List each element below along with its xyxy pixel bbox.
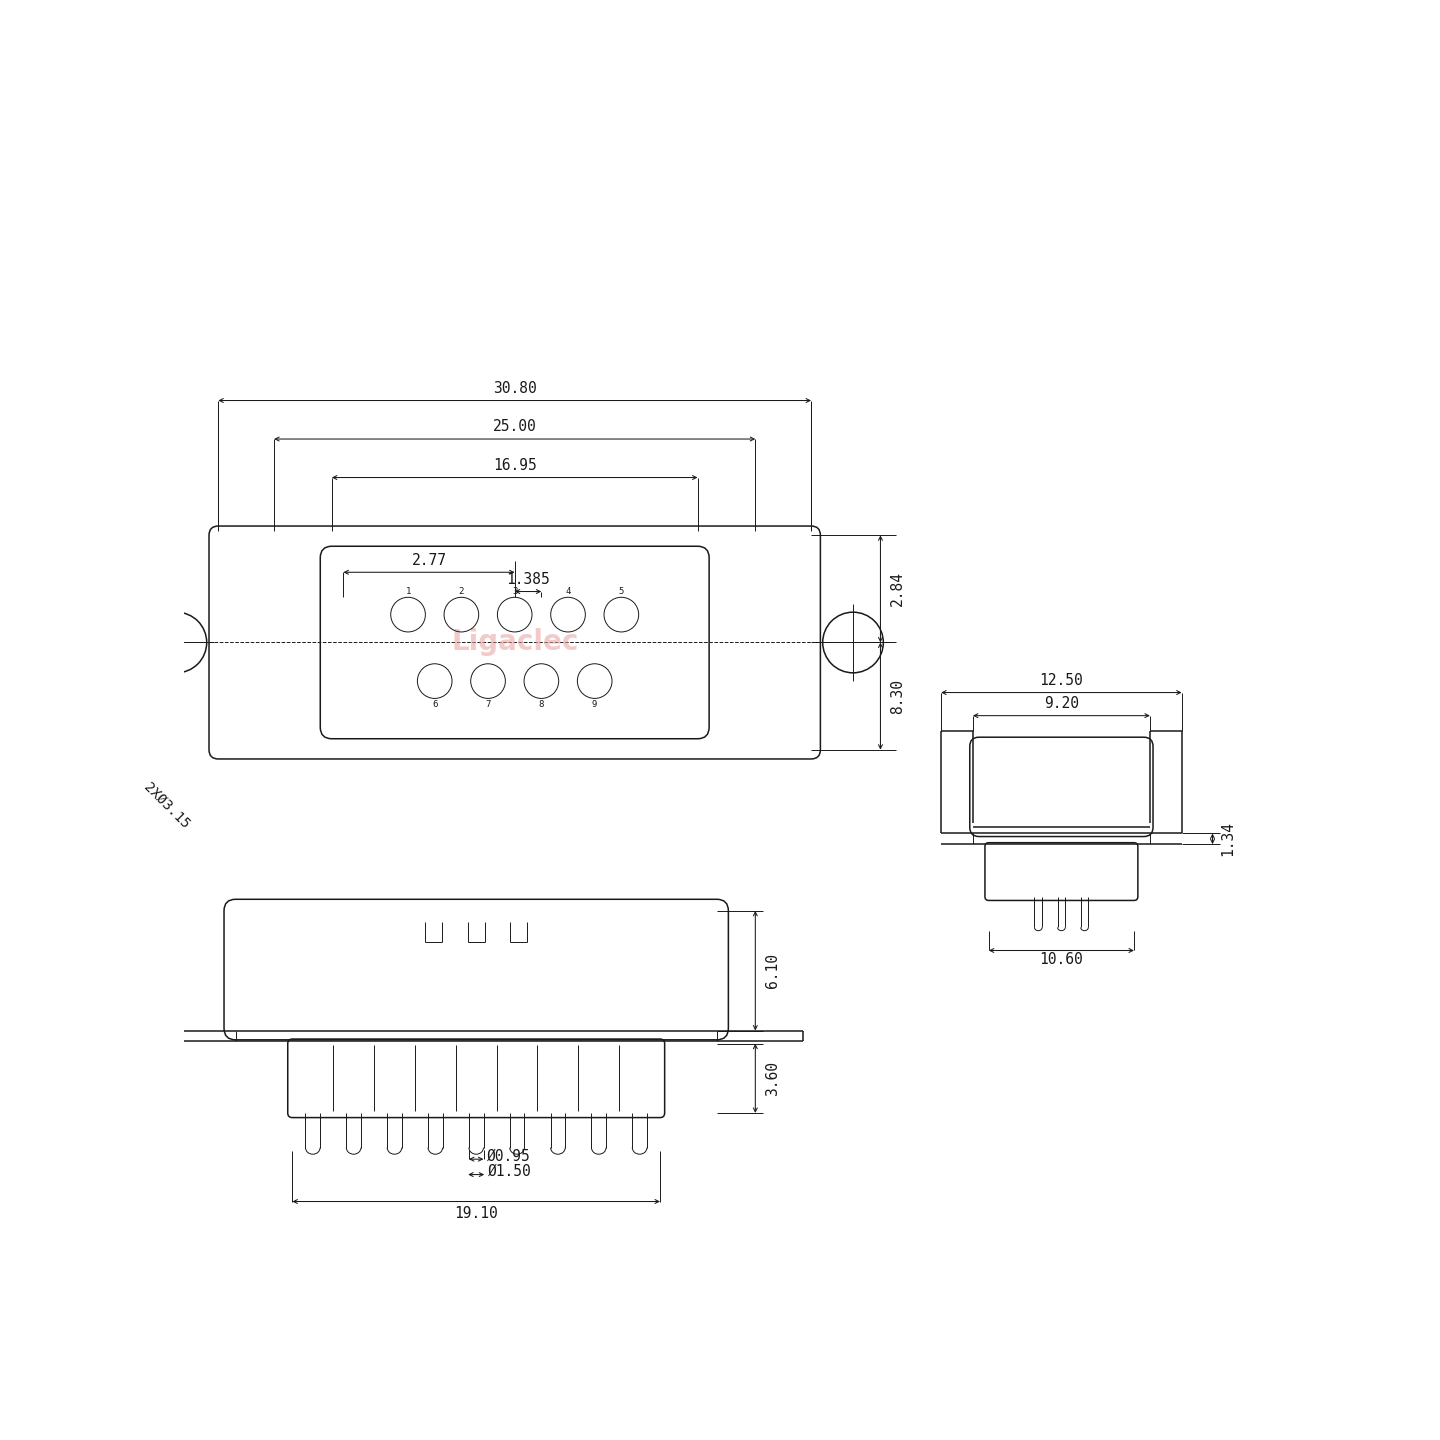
Text: 2.77: 2.77 xyxy=(412,553,446,567)
Text: 19.10: 19.10 xyxy=(455,1205,498,1221)
Text: 1: 1 xyxy=(406,588,410,596)
Text: 6.10: 6.10 xyxy=(765,953,779,988)
Text: 1.385: 1.385 xyxy=(505,572,550,588)
Text: 8: 8 xyxy=(539,700,544,708)
Text: 3: 3 xyxy=(513,588,517,596)
Text: 8.30: 8.30 xyxy=(890,678,904,714)
Text: 1.34: 1.34 xyxy=(1220,821,1236,857)
Text: 12.50: 12.50 xyxy=(1040,672,1083,688)
Text: 2XØ3.15: 2XØ3.15 xyxy=(141,780,193,832)
Text: 2.84: 2.84 xyxy=(890,572,904,606)
Text: 10.60: 10.60 xyxy=(1040,952,1083,968)
Text: 4: 4 xyxy=(566,588,570,596)
Text: 9.20: 9.20 xyxy=(1044,696,1079,711)
Text: 3.60: 3.60 xyxy=(765,1061,779,1096)
Text: 30.80: 30.80 xyxy=(492,382,537,396)
Text: 16.95: 16.95 xyxy=(492,458,537,472)
Text: Ligaclec: Ligaclec xyxy=(451,628,579,657)
Text: Ø1.50: Ø1.50 xyxy=(488,1164,531,1179)
Text: 25.00: 25.00 xyxy=(492,419,537,435)
Text: 7: 7 xyxy=(485,700,491,708)
Text: 6: 6 xyxy=(432,700,438,708)
Text: 2: 2 xyxy=(459,588,464,596)
Text: Ø0.95: Ø0.95 xyxy=(487,1149,531,1164)
Text: 9: 9 xyxy=(592,700,598,708)
Text: 5: 5 xyxy=(619,588,624,596)
